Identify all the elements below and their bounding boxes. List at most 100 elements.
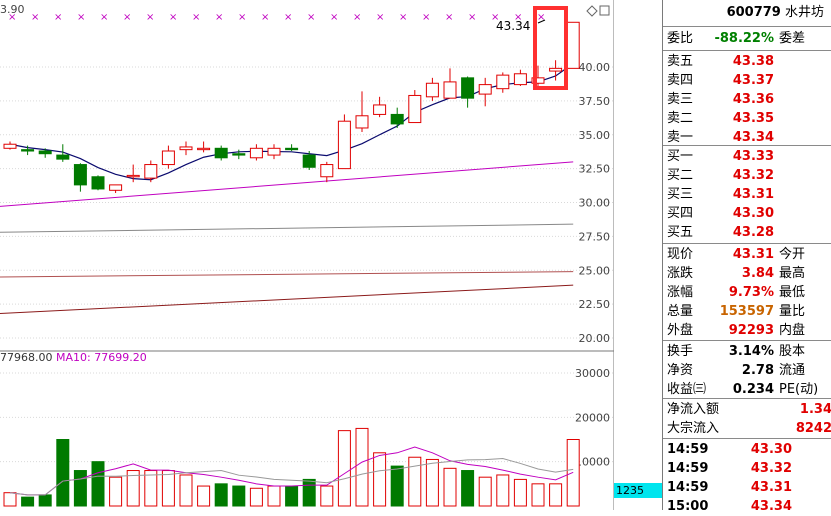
volume-tick-label: 30000 bbox=[575, 367, 610, 380]
volume-bar[interactable] bbox=[126, 470, 140, 507]
volume-bar[interactable] bbox=[109, 476, 123, 507]
kline-svg[interactable]: 40.00 37.50 35.00 32.50 30.00 27.50 25.00 22.50… bbox=[0, 0, 614, 510]
price-tick-label: 32.50 bbox=[579, 163, 611, 176]
stat-row: 收益㈢ 0.234 PE(动) bbox=[663, 380, 831, 399]
volume-bar[interactable] bbox=[267, 485, 281, 507]
volume-bar[interactable] bbox=[21, 496, 35, 507]
ask-label: 卖二 bbox=[667, 111, 694, 126]
candle-body[interactable] bbox=[443, 81, 457, 99]
ma5-line bbox=[9, 62, 574, 181]
volume-bar[interactable] bbox=[56, 439, 70, 507]
bid-row: 买一 43.33 bbox=[663, 147, 831, 166]
volume-bar[interactable] bbox=[337, 430, 351, 507]
volume-bar[interactable] bbox=[355, 427, 369, 507]
candle-body[interactable] bbox=[161, 150, 175, 166]
bid-row: 买四 43.30 bbox=[663, 204, 831, 223]
volume-bar[interactable] bbox=[197, 485, 211, 507]
candle-body[interactable] bbox=[109, 184, 123, 191]
volume-bar[interactable] bbox=[513, 478, 527, 507]
volume-legend: 77968.00 MA10: 77699.20 bbox=[0, 351, 147, 364]
bid-row: 买五 43.28 bbox=[663, 223, 831, 242]
candle-body[interactable] bbox=[126, 174, 140, 178]
candle-body[interactable] bbox=[478, 84, 492, 95]
top-marker: × bbox=[146, 12, 154, 23]
quote-label2: 量比 bbox=[779, 304, 806, 319]
candle-body[interactable] bbox=[73, 164, 87, 186]
volume-bar[interactable] bbox=[302, 478, 316, 507]
weidiff-label: 委差 bbox=[779, 31, 806, 46]
candle-body[interactable] bbox=[373, 104, 387, 115]
price-tick-label: 20.00 bbox=[579, 332, 611, 345]
candle-body[interactable] bbox=[144, 164, 158, 179]
volume-bar[interactable] bbox=[549, 483, 563, 507]
candle-body[interactable] bbox=[566, 21, 580, 69]
volume-bar[interactable] bbox=[214, 483, 228, 507]
volume-bar[interactable] bbox=[179, 474, 193, 507]
quote-row: 现价 43.31 今开 bbox=[663, 245, 831, 264]
candle-body[interactable] bbox=[513, 73, 527, 86]
volume-bar[interactable] bbox=[320, 485, 334, 507]
candle-body[interactable] bbox=[549, 67, 563, 72]
candle-body[interactable] bbox=[197, 147, 211, 151]
candle-body[interactable] bbox=[461, 77, 475, 99]
candle-body[interactable] bbox=[179, 146, 193, 151]
volume-bar[interactable] bbox=[144, 470, 158, 507]
candle-body[interactable] bbox=[21, 149, 35, 152]
volume-bar[interactable] bbox=[461, 470, 475, 507]
candle-body[interactable] bbox=[302, 154, 316, 168]
top-marker: × bbox=[491, 12, 499, 23]
volume-legend-ma10: MA10: 77699.20 bbox=[56, 351, 147, 364]
volume-bar[interactable] bbox=[373, 452, 387, 507]
volume-tick-label: 20000 bbox=[575, 411, 610, 424]
volume-bar[interactable] bbox=[408, 456, 422, 507]
volume-bar[interactable] bbox=[390, 465, 404, 507]
bid-label: 买二 bbox=[667, 168, 694, 183]
candle-body[interactable] bbox=[91, 176, 105, 190]
volume-bar[interactable] bbox=[232, 485, 246, 507]
candle-body[interactable] bbox=[214, 147, 228, 159]
bid-price: 43.33 bbox=[732, 149, 774, 164]
candle-body[interactable] bbox=[531, 77, 545, 84]
ask-label: 卖四 bbox=[667, 73, 694, 88]
volume-bar[interactable] bbox=[443, 467, 457, 507]
highlight-box bbox=[533, 6, 568, 90]
candle-body[interactable] bbox=[408, 94, 422, 124]
stat-value: 3.14% bbox=[728, 344, 774, 359]
candle-body[interactable] bbox=[3, 143, 17, 149]
stat-label2: 股本 bbox=[779, 344, 806, 359]
tick-row: 14:59 43.32 bbox=[663, 459, 831, 478]
volume-bar[interactable] bbox=[531, 483, 545, 507]
stat-value: 0.234 bbox=[732, 382, 774, 397]
ask-price: 43.37 bbox=[732, 73, 774, 88]
candle-body[interactable] bbox=[56, 154, 70, 160]
flow-value: 1.34 bbox=[799, 402, 831, 417]
candle-body[interactable] bbox=[38, 150, 52, 155]
weibi-label: 委比 bbox=[667, 31, 694, 46]
volume-bar[interactable] bbox=[496, 474, 510, 507]
volume-bar[interactable] bbox=[3, 492, 17, 507]
volume-bar[interactable] bbox=[38, 494, 52, 507]
volume-bar[interactable] bbox=[285, 485, 299, 507]
candle-body[interactable] bbox=[425, 82, 439, 98]
flow-label: 净流入额 bbox=[667, 402, 720, 417]
volume-bar[interactable] bbox=[73, 470, 87, 507]
kline-chart[interactable]: 40.00 37.50 35.00 32.50 30.00 27.50 25.00 22.50… bbox=[0, 0, 614, 510]
candle-body[interactable] bbox=[390, 113, 404, 125]
top-marker: × bbox=[353, 12, 361, 23]
candle-body[interactable] bbox=[249, 147, 263, 159]
volume-bar[interactable] bbox=[161, 470, 175, 507]
top-price-label: 3.90 bbox=[0, 3, 25, 16]
volume-bar[interactable] bbox=[425, 458, 439, 507]
top-marker: × bbox=[8, 12, 16, 23]
volume-bar[interactable] bbox=[249, 487, 263, 507]
volume-bar[interactable] bbox=[91, 461, 105, 507]
candle-body[interactable] bbox=[320, 164, 334, 178]
candle-body[interactable] bbox=[285, 147, 299, 151]
stock-header[interactable]: 600779 水井坊 bbox=[663, 3, 831, 22]
volume-bar[interactable] bbox=[478, 476, 492, 507]
candle-body[interactable] bbox=[496, 74, 510, 90]
candle-body[interactable] bbox=[232, 153, 246, 156]
candle-body[interactable] bbox=[337, 120, 351, 170]
candle-body[interactable] bbox=[355, 115, 369, 129]
candle-body[interactable] bbox=[267, 147, 281, 156]
